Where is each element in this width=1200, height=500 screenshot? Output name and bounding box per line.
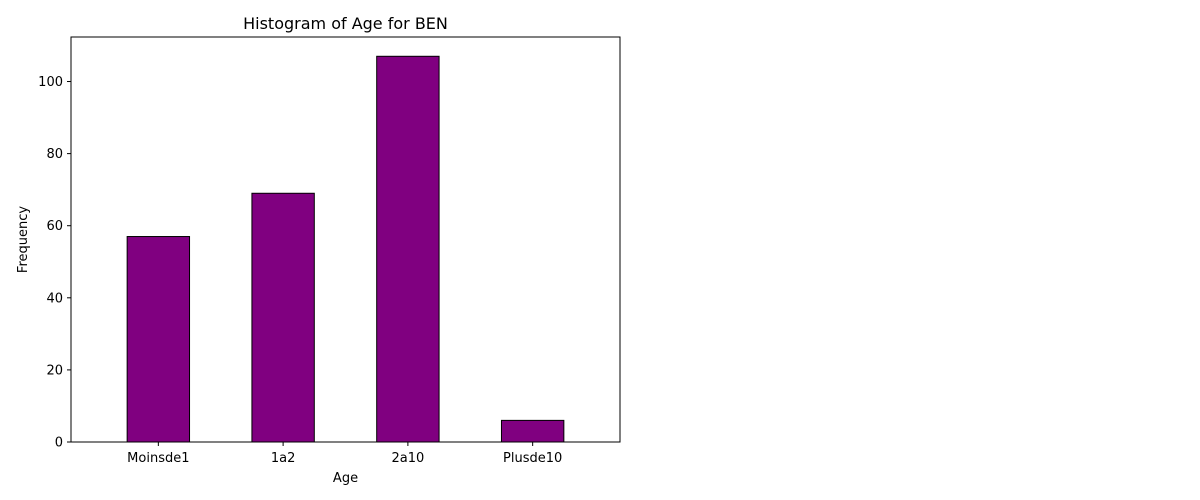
bar-1a2: [251, 192, 315, 443]
x-axis-label: Age: [333, 471, 358, 486]
bars-layer: [126, 55, 565, 443]
y-tick-label: 40: [46, 291, 63, 306]
y-tick-label: 100: [38, 75, 63, 90]
x-tick-label: 1a2: [271, 451, 296, 466]
bar-moinsde1: [126, 236, 191, 443]
y-axis-label: Frequency: [16, 206, 31, 273]
x-tick-label: Plusde10: [503, 451, 562, 466]
x-tick-label: 2a10: [391, 451, 424, 466]
bar-2a10: [376, 55, 440, 443]
y-tick-label: 60: [46, 219, 63, 234]
plot-frame: [70, 36, 621, 443]
y-tick-label: 0: [55, 436, 63, 451]
y-tick-label: 20: [46, 363, 63, 378]
y-tick-label: 80: [46, 147, 63, 162]
y-axis-ticks: 0 20 40 60 80 100: [38, 75, 71, 451]
x-axis-ticks: Moinsde1 1a2 2a10 Plusde10: [127, 442, 562, 466]
bar-plusde10: [500, 419, 565, 443]
chart-title: Histogram of Age for BEN: [243, 14, 448, 33]
x-tick-label: Moinsde1: [127, 451, 189, 466]
